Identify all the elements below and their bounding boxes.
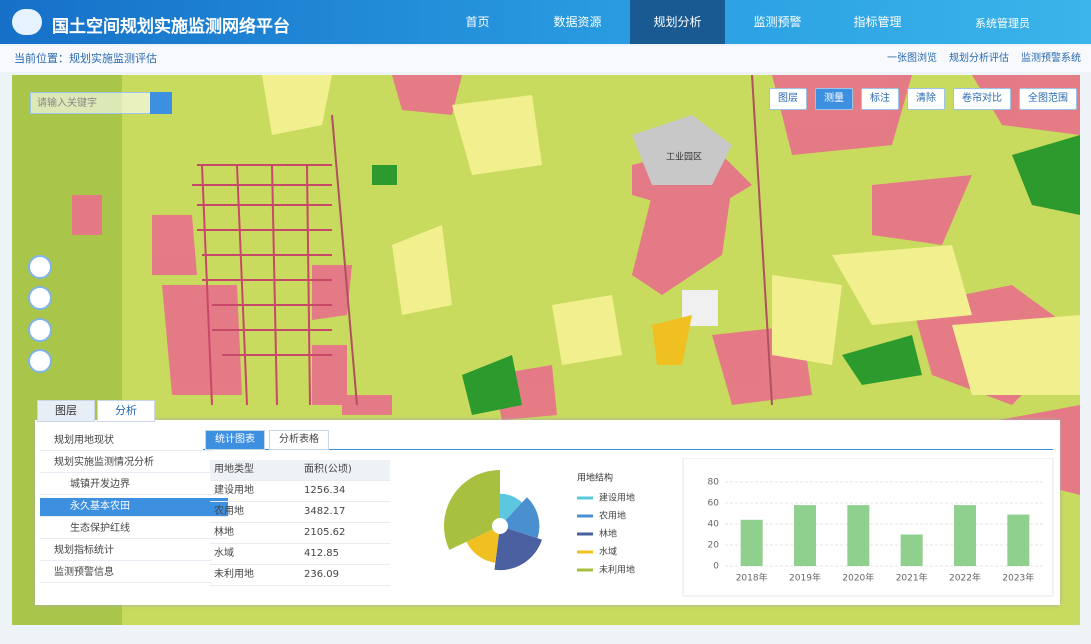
legend-title: 用地结构 — [577, 472, 613, 484]
bar — [1007, 514, 1030, 566]
map-zone-industrial — [632, 115, 732, 185]
y-tick-label: 40 — [708, 520, 720, 530]
nav-item[interactable]: 监测预警 — [753, 15, 802, 29]
bar — [794, 505, 816, 566]
breadcrumb-link[interactable]: 一张图浏览 — [887, 53, 937, 64]
tree-item[interactable]: 生态保护红线 — [40, 520, 228, 539]
map-tool-button[interactable]: 清除 — [907, 88, 945, 110]
table-row: 林地 2105.62 — [210, 523, 390, 544]
x-tick-label: 2020年 — [842, 572, 874, 584]
tree-item[interactable]: 规划指标统计 — [40, 542, 212, 561]
x-tick-label: 2021年 — [896, 572, 928, 584]
nav-item[interactable]: 指标管理 — [853, 15, 902, 29]
table-cell: 农用地 — [210, 502, 300, 523]
x-tick-label: 2023年 — [1002, 572, 1034, 584]
map-tool-button[interactable]: 图层 — [769, 88, 807, 110]
table-row: 建设用地 1256.34 — [210, 481, 390, 502]
map-zone — [652, 315, 692, 365]
map-tool-button[interactable]: 卷帘对比 — [953, 88, 1011, 110]
map-label: 工业园区 — [666, 152, 702, 163]
search-button[interactable] — [150, 92, 172, 114]
panel-tab[interactable]: 分析 — [97, 400, 155, 422]
table-cell: 林地 — [210, 523, 300, 544]
table-row: 水域 412.85 — [210, 544, 390, 565]
nav-item[interactable]: 首页 — [465, 15, 490, 29]
panel-tab[interactable]: 图层 — [37, 400, 95, 422]
analysis-panel: 规划用地现状 规划实施监测情况分析 城镇开发边界 永久基本农田 生态保护红线 规划指标统计… — [35, 420, 1060, 605]
bar — [740, 519, 763, 566]
pie-slice — [466, 526, 500, 563]
table-cell: 2105.62 — [300, 523, 390, 544]
map-zones-forest — [372, 135, 1080, 415]
table-cell: 水域 — [210, 544, 300, 565]
search-input[interactable]: 请输入关键字 — [30, 92, 170, 114]
pie-slice — [500, 497, 540, 539]
user-name[interactable]: 系统管理员 — [975, 17, 1030, 30]
layers[interactable] — [28, 349, 52, 373]
legend-label: 水域 — [599, 546, 617, 558]
app-title: 国土空间规划实施监测网络平台 — [52, 17, 290, 37]
breadcrumb-bar: 当前位置：规划实施监测评估 一张图浏览 规划分析评估 监测预警系统 — [0, 46, 1091, 72]
table-cell: 面积(公顷) — [300, 460, 390, 481]
y-tick-label: 0 — [713, 562, 719, 572]
table-row: 用地类型 面积(公顷) — [210, 460, 390, 481]
pie-slice — [494, 526, 542, 571]
locate[interactable] — [28, 318, 52, 342]
x-tick-label: 2022年 — [949, 572, 981, 584]
breadcrumb-link[interactable]: 监测预警系统 — [1021, 53, 1081, 64]
inner-tab[interactable]: 分析表格 — [269, 430, 329, 450]
chart-frame — [682, 458, 1054, 597]
table-cell: 412.85 — [300, 544, 390, 565]
zoom-in[interactable] — [28, 255, 52, 279]
legend-label: 农用地 — [599, 510, 626, 522]
pie-hole — [492, 518, 508, 534]
table: 用地类型 面积(公顷) 建设用地 1256.34 农用地 3482.17 林地 2105.62… — [210, 460, 390, 586]
table-row: 农用地 3482.17 — [210, 502, 390, 523]
map-tool-button[interactable]: 全图范围 — [1019, 88, 1077, 110]
map-tool-button[interactable]: 标注 — [861, 88, 899, 110]
tree-item[interactable]: 规划用地现状 — [40, 432, 212, 451]
bar — [847, 505, 870, 566]
map-tool-button[interactable]: 测量 — [815, 88, 853, 110]
logo — [12, 9, 42, 35]
y-tick-label: 60 — [708, 499, 720, 509]
legend-label: 未利用地 — [599, 564, 635, 576]
table-cell: 建设用地 — [210, 481, 300, 502]
breadcrumb: 当前位置：规划实施监测评估 — [14, 52, 157, 65]
table-cell: 1256.34 — [300, 481, 390, 502]
table-row: 未利用地 236.09 — [210, 565, 390, 586]
table-cell: 3482.17 — [300, 502, 390, 523]
pie-slice — [500, 493, 523, 526]
tree-item[interactable]: 监测预警信息 — [40, 564, 212, 583]
y-tick-label: 20 — [708, 541, 720, 551]
table-cell: 236.09 — [300, 565, 390, 586]
inner-tab[interactable]: 统计图表 — [205, 430, 265, 450]
bar — [900, 534, 923, 566]
table-cell: 未利用地 — [210, 565, 300, 586]
legend-label: 建设用地 — [599, 492, 635, 504]
map-roads — [192, 75, 773, 406]
table-cell: 用地类型 — [210, 460, 300, 481]
x-tick-label: 2018年 — [736, 572, 768, 584]
map-zones-farmland — [262, 75, 1080, 395]
y-tick-label: 80 — [708, 478, 720, 488]
header: 国土空间规划实施监测网络平台 系统管理员 首页 数据资源 规划分析 监测预警 指标管理 — [0, 0, 1091, 44]
x-tick-label: 2019年 — [789, 572, 821, 584]
breadcrumb-links: 一张图浏览 规划分析评估 监测预警系统 — [887, 46, 1081, 72]
nav-item[interactable]: 规划分析 — [630, 0, 725, 44]
map-toolbar: 图层 测量 标注 清除 卷帘对比 全图范围 — [769, 74, 1077, 110]
pie-slice — [444, 470, 500, 550]
zoom-out[interactable] — [28, 286, 52, 310]
bar — [954, 505, 976, 566]
legend-label: 林地 — [599, 528, 617, 540]
breadcrumb-link[interactable]: 规划分析评估 — [949, 53, 1009, 64]
tree: 规划用地现状 规划实施监测情况分析 城镇开发边界 永久基本农田 生态保护红线 规划指标统计… — [35, 432, 228, 597]
tree-item[interactable]: 永久基本农田 — [40, 498, 228, 517]
tree-item[interactable]: 规划实施监测情况分析 — [40, 454, 212, 473]
tab-line — [203, 449, 1053, 450]
nav-item[interactable]: 数据资源 — [553, 15, 602, 29]
tree-item[interactable]: 城镇开发边界 — [40, 476, 228, 495]
